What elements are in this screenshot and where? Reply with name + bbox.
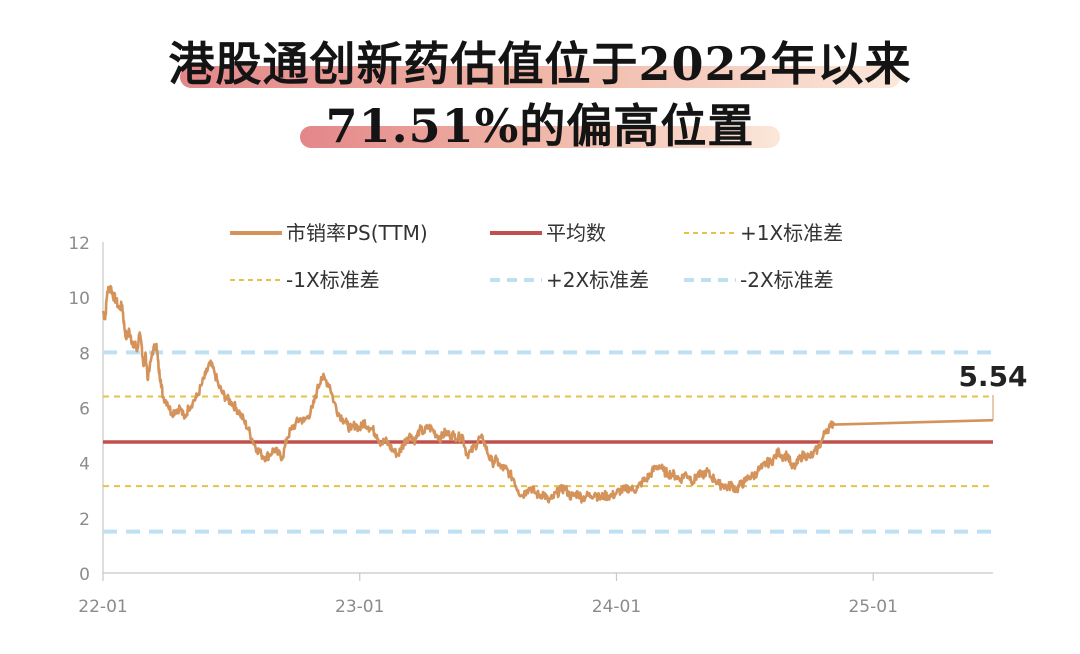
y-tick-label: 6	[79, 400, 90, 420]
legend-label: +2X标准差	[546, 268, 649, 292]
y-tick-label: 4	[79, 455, 90, 475]
x-tick-label: 25-01	[848, 597, 897, 617]
x-axis: 22-01 23-01 24-01 25-01	[78, 572, 993, 617]
legend-label: 平均数	[546, 221, 606, 245]
legend-label: +1X标准差	[740, 221, 843, 245]
x-tick-label: 24-01	[592, 597, 641, 617]
legend-label: -2X标准差	[740, 268, 834, 292]
y-tick-label: 10	[68, 289, 90, 309]
series-layer	[101, 284, 994, 504]
y-tick-label: 0	[79, 565, 90, 585]
y-tick-label: 8	[79, 344, 90, 364]
chart-legend: 市销率PS(TTM) 平均数 +1X标准差 -1X标准差 +2X标准差 -2X标准差	[230, 221, 843, 292]
y-tick-label: 12	[68, 234, 90, 254]
y-tick-label: 2	[79, 510, 90, 530]
title-highlight-2	[300, 126, 780, 148]
title-line-1: 港股通创新药估值位于2022年以来	[168, 37, 912, 91]
reference-lines	[103, 350, 993, 534]
annotations: 5.54	[958, 360, 1028, 421]
ps-ttm-line	[101, 284, 994, 504]
y-axis: 0 2 4 6 8 10 12	[68, 234, 104, 585]
title-highlight-1	[180, 66, 900, 88]
legend-label: -1X标准差	[286, 268, 380, 292]
last-value-label: 5.54	[958, 360, 1027, 393]
legend-label: 市销率PS(TTM)	[286, 221, 428, 245]
chart-title: 港股通创新药估值位于2022年以来 71.51%的偏高位置	[0, 0, 1080, 160]
x-tick-label: 23-01	[335, 597, 384, 617]
x-tick-label: 22-01	[78, 597, 127, 617]
title-line-2: 71.51%的偏高位置	[325, 99, 755, 153]
